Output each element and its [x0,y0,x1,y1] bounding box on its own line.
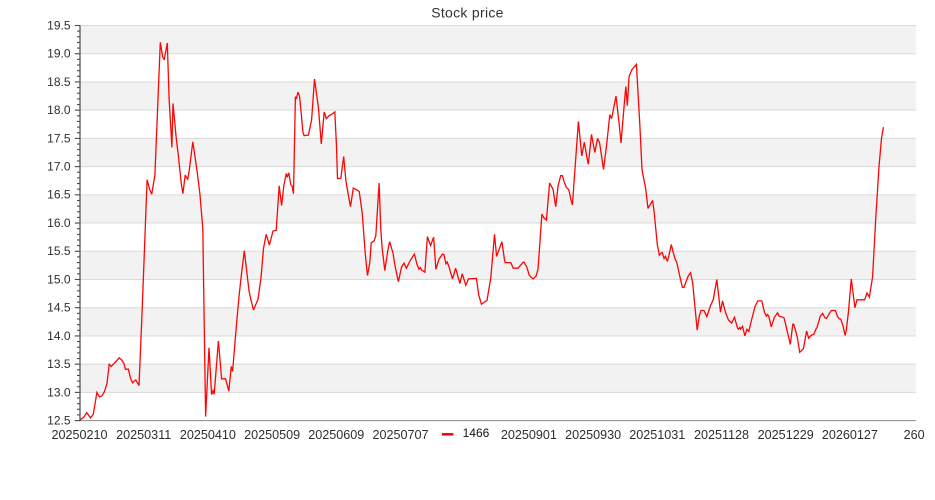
svg-text:16.0: 16.0 [47,216,71,230]
svg-text:20250311: 20250311 [116,428,171,442]
svg-text:19.0: 19.0 [47,47,71,61]
svg-text:Stock price: Stock price [431,4,504,20]
svg-text:13.5: 13.5 [47,357,71,371]
svg-text:20250509: 20250509 [244,428,300,442]
svg-text:20250609: 20250609 [308,428,364,442]
svg-text:260: 260 [904,428,925,442]
svg-text:20251229: 20251229 [758,428,814,442]
svg-text:20250707: 20250707 [372,428,428,442]
svg-text:20251031: 20251031 [629,428,685,442]
svg-text:20250901: 20250901 [501,428,557,442]
svg-text:16.5: 16.5 [47,188,71,202]
svg-text:20250410: 20250410 [180,428,236,442]
svg-text:15.5: 15.5 [47,244,71,258]
svg-text:18.0: 18.0 [47,103,71,117]
svg-text:20260127: 20260127 [822,428,878,442]
svg-text:1466: 1466 [463,426,490,440]
svg-text:19.5: 19.5 [47,18,71,32]
svg-text:12.5: 12.5 [47,414,71,428]
svg-text:15.0: 15.0 [47,272,71,286]
svg-text:13.0: 13.0 [47,385,71,399]
svg-text:20250930: 20250930 [565,428,621,442]
svg-text:17.5: 17.5 [47,131,71,145]
svg-text:18.5: 18.5 [47,75,71,89]
svg-text:20250210: 20250210 [51,428,107,442]
svg-text:17.0: 17.0 [47,160,71,174]
svg-text:14.5: 14.5 [47,301,71,315]
svg-text:14.0: 14.0 [47,329,71,343]
svg-text:20251128: 20251128 [694,428,749,442]
